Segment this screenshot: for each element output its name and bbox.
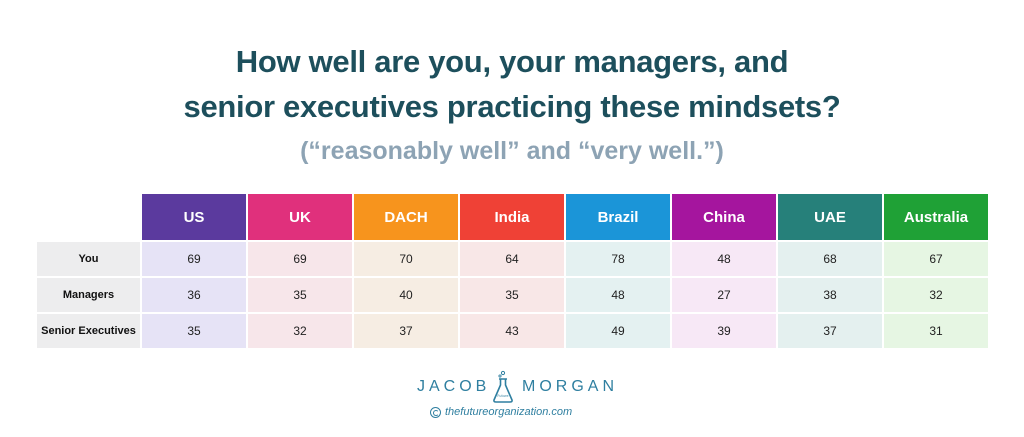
value-cell: 69 [246, 240, 354, 278]
header-row: US UK DACH India Brazil China UAE Australia [35, 192, 990, 242]
row-header: Senior Executives [35, 312, 142, 350]
row-header: Managers [35, 276, 142, 314]
value-cell: 35 [246, 276, 354, 314]
value-cell: 70 [352, 240, 460, 278]
table-row: You 69 69 70 64 78 48 68 67 [35, 240, 990, 278]
table-row: Senior Executives 35 32 37 43 49 39 37 31 [35, 312, 990, 350]
logo-text-left: JACOB [417, 378, 491, 395]
value-cell: 36 [140, 276, 248, 314]
value-cell: 32 [882, 276, 990, 314]
value-cell: 48 [564, 276, 672, 314]
column-header-australia: Australia [882, 192, 990, 242]
value-cell: 69 [140, 240, 248, 278]
title-line-1: How well are you, your managers, and [235, 44, 789, 79]
column-header-uk: UK [246, 192, 354, 242]
column-header-dach: DACH [352, 192, 460, 242]
logo-text-right: MORGAN [522, 378, 618, 395]
flask-label: Future [497, 394, 508, 398]
copyright-icon [430, 406, 441, 418]
value-cell: 48 [670, 240, 778, 278]
value-cell: 64 [458, 240, 566, 278]
value-cell: 31 [882, 312, 990, 350]
column-header-india: India [458, 192, 566, 242]
value-cell: 32 [246, 312, 354, 350]
title-line-2: senior executives practicing these minds… [183, 89, 841, 124]
corner-cell [35, 192, 142, 242]
website-link[interactable]: thefutureorganization.com [430, 404, 572, 420]
jacob-morgan-logo: JACOB Future MORGAN [0, 370, 1024, 404]
column-header-uae: UAE [776, 192, 884, 242]
value-cell: 67 [882, 240, 990, 278]
value-cell: 78 [564, 240, 672, 278]
value-cell: 43 [458, 312, 566, 350]
row-header: You [35, 240, 142, 278]
column-header-china: China [670, 192, 778, 242]
value-cell: 27 [670, 276, 778, 314]
value-cell: 37 [352, 312, 460, 350]
value-cell: 37 [776, 312, 884, 350]
value-cell: 40 [352, 276, 460, 314]
value-cell: 35 [140, 312, 248, 350]
data-table: US UK DACH India Brazil China UAE Australia You 6… [35, 192, 990, 350]
value-cell: 35 [458, 276, 566, 314]
column-header-brazil: Brazil [564, 192, 672, 242]
website-text: thefutureorganization.com [445, 406, 573, 418]
column-header-us: US [140, 192, 248, 242]
value-cell: 39 [670, 312, 778, 350]
value-cell: 38 [776, 276, 884, 314]
table-row: Managers 36 35 40 35 48 27 38 32 [35, 276, 990, 314]
flask-icon: Future [493, 370, 513, 403]
subtitle: (“reasonably well” and “very well.”) [300, 137, 724, 165]
value-cell: 49 [564, 312, 672, 350]
value-cell: 68 [776, 240, 884, 278]
